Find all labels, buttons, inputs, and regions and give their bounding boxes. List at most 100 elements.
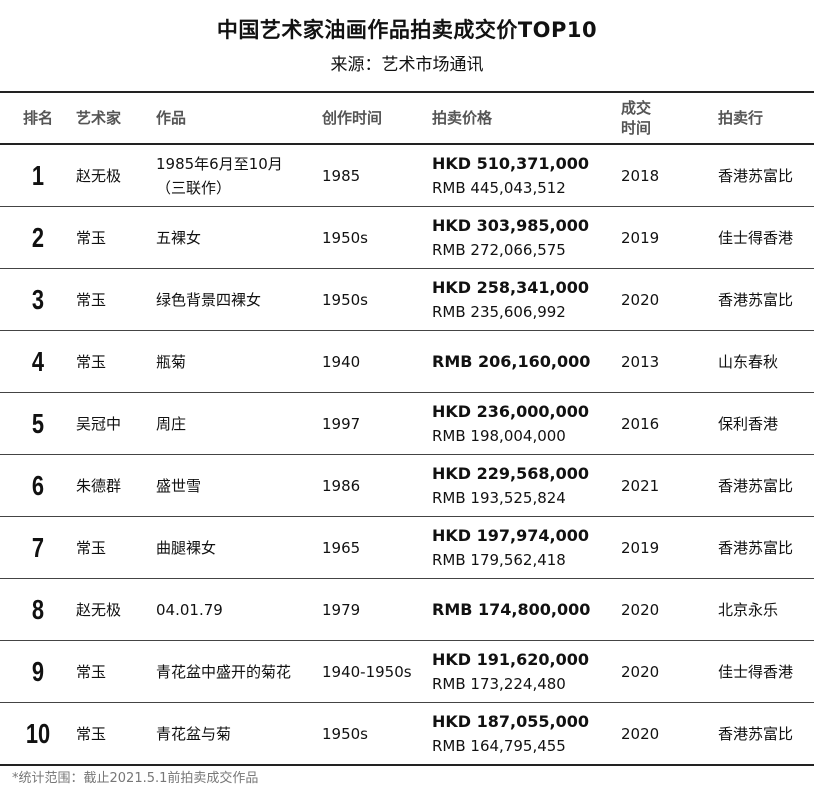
work-cell: 绿色背景四裸女 xyxy=(156,268,322,331)
work-cell: 青花盆与菊 xyxy=(156,702,322,766)
table-row: 10 常玉 青花盆与菊 1950s HKD 187,055,000 RMB 164,795… xyxy=(0,702,814,766)
work-title: 绿色背景四裸女 xyxy=(156,290,262,309)
table-row: 1 赵无极 1985年6月至10月 （三联作） 1985 HKD 510,371,000 R… xyxy=(0,144,814,207)
auction-house-cell: 佳士得香港 xyxy=(718,640,814,703)
artist-cell: 吴冠中 xyxy=(76,392,156,455)
price-rmb: RMB 173,224,480 xyxy=(432,674,566,693)
work-cell: 青花盆中盛开的菊花 xyxy=(156,640,322,703)
created-cell: 1940-1950s xyxy=(322,640,432,703)
table-row: 8 赵无极 04.01.79 1979 RMB 174,800,000 2020 北京永乐 xyxy=(0,578,814,641)
auction-house-cell: 香港苏富比 xyxy=(718,144,814,207)
price-cell: HKD 510,371,000 RMB 445,043,512 xyxy=(432,144,621,207)
price-rmb: RMB 164,795,455 xyxy=(432,736,566,755)
deal-year-cell: 2019 xyxy=(621,516,718,579)
price-cell: HKD 303,985,000 RMB 272,066,575 xyxy=(432,206,621,269)
price-rmb: RMB 445,043,512 xyxy=(432,178,566,197)
work-cell: 五裸女 xyxy=(156,206,322,269)
created-cell: 1979 xyxy=(322,578,432,641)
auction-house-cell: 香港苏富比 xyxy=(718,268,814,331)
rank-number: 1 xyxy=(8,144,68,207)
table-row: 5 吴冠中 周庄 1997 HKD 236,000,000 RMB 198,004,000… xyxy=(0,392,814,455)
chart-title: 中国艺术家油画作品拍卖成交价TOP10 xyxy=(216,18,598,42)
price-cell: HKD 229,568,000 RMB 193,525,824 xyxy=(432,454,621,517)
rank-number: 8 xyxy=(8,578,68,641)
price-main: HKD 187,055,000 xyxy=(432,711,589,731)
artist-cell: 常玉 xyxy=(76,702,156,766)
price-cell: RMB 174,800,000 xyxy=(432,578,621,641)
price-rmb: RMB 235,606,992 xyxy=(432,302,566,321)
rank-number: 4 xyxy=(8,330,68,393)
artist-cell: 常玉 xyxy=(76,640,156,703)
rank-number: 3 xyxy=(8,268,68,331)
price-main: RMB 206,160,000 xyxy=(432,351,591,371)
header-rank: 排名 xyxy=(0,91,76,145)
deal-year-cell: 2020 xyxy=(621,702,718,766)
created-cell: 1950s xyxy=(322,268,432,331)
work-subtitle: （三联作） xyxy=(156,178,232,197)
auction-house-cell: 香港苏富比 xyxy=(718,516,814,579)
rank-number: 10 xyxy=(8,702,68,766)
created-cell: 1985 xyxy=(322,144,432,207)
table-row: 6 朱德群 盛世雪 1986 HKD 229,568,000 RMB 193,525,82… xyxy=(0,454,814,517)
auction-house-cell: 保利香港 xyxy=(718,392,814,455)
price-main: HKD 229,568,000 xyxy=(432,463,589,483)
work-cell: 周庄 xyxy=(156,392,322,455)
work-title: 周庄 xyxy=(156,414,187,433)
artist-cell: 朱德群 xyxy=(76,454,156,517)
footnote: *统计范围：截止2021.5.1前拍卖成交作品 xyxy=(12,771,259,786)
work-title: 青花盆与菊 xyxy=(156,724,232,743)
created-cell: 1950s xyxy=(322,702,432,766)
deal-year-cell: 2016 xyxy=(621,392,718,455)
work-title: 青花盆中盛开的菊花 xyxy=(156,662,292,681)
work-title: 04.01.79 xyxy=(156,600,223,619)
work-cell: 盛世雪 xyxy=(156,454,322,517)
work-title: 瓶菊 xyxy=(156,352,187,371)
price-cell: HKD 236,000,000 RMB 198,004,000 xyxy=(432,392,621,455)
created-cell: 1965 xyxy=(322,516,432,579)
rank-number: 5 xyxy=(8,392,68,455)
header-row: 排名 艺术家 作品 创作时间 拍卖价格 成交 时间 拍卖行 xyxy=(0,91,814,145)
work-title: 1985年6月至10月 xyxy=(156,154,283,173)
header-house: 拍卖行 xyxy=(718,91,814,145)
header-deal-line1: 成交 xyxy=(621,99,652,117)
header-deal-line2: 时间 xyxy=(621,119,652,137)
price-main: HKD 303,985,000 xyxy=(432,215,589,235)
table-row: 2 常玉 五裸女 1950s HKD 303,985,000 RMB 272,066,57… xyxy=(0,206,814,269)
price-cell: HKD 258,341,000 RMB 235,606,992 xyxy=(432,268,621,331)
deal-year-cell: 2018 xyxy=(621,144,718,207)
work-title: 曲腿裸女 xyxy=(156,538,217,557)
table-row: 3 常玉 绿色背景四裸女 1950s HKD 258,341,000 RMB 235,60… xyxy=(0,268,814,331)
price-cell: HKD 197,974,000 RMB 179,562,418 xyxy=(432,516,621,579)
price-cell: HKD 191,620,000 RMB 173,224,480 xyxy=(432,640,621,703)
header-work: 作品 xyxy=(156,91,322,145)
work-title: 五裸女 xyxy=(156,228,202,247)
deal-year-cell: 2021 xyxy=(621,454,718,517)
header-deal-time: 成交 时间 xyxy=(621,91,718,145)
artist-cell: 常玉 xyxy=(76,516,156,579)
price-main: HKD 191,620,000 xyxy=(432,649,589,669)
price-main: HKD 258,341,000 xyxy=(432,277,589,297)
table-row: 9 常玉 青花盆中盛开的菊花 1940-1950s HKD 191,620,000 RMB… xyxy=(0,640,814,703)
work-cell: 曲腿裸女 xyxy=(156,516,322,579)
artist-cell: 赵无极 xyxy=(76,144,156,207)
price-rmb: RMB 272,066,575 xyxy=(432,240,566,259)
price-main: HKD 510,371,000 xyxy=(432,153,589,173)
deal-year-cell: 2020 xyxy=(621,578,718,641)
auction-house-cell: 香港苏富比 xyxy=(718,702,814,766)
work-cell: 瓶菊 xyxy=(156,330,322,393)
table-row: 4 常玉 瓶菊 1940 RMB 206,160,000 2013 山东春秋 xyxy=(0,330,814,393)
auction-house-cell: 北京永乐 xyxy=(718,578,814,641)
artist-cell: 赵无极 xyxy=(76,578,156,641)
created-cell: 1986 xyxy=(322,454,432,517)
rank-number: 9 xyxy=(8,640,68,703)
price-rmb: RMB 193,525,824 xyxy=(432,488,566,507)
price-main: RMB 174,800,000 xyxy=(432,599,591,619)
deal-year-cell: 2020 xyxy=(621,640,718,703)
auction-house-cell: 山东春秋 xyxy=(718,330,814,393)
price-cell: HKD 187,055,000 RMB 164,795,455 xyxy=(432,702,621,766)
work-title: 盛世雪 xyxy=(156,476,202,495)
header-price: 拍卖价格 xyxy=(432,91,621,145)
work-cell: 04.01.79 xyxy=(156,578,322,641)
price-rmb: RMB 179,562,418 xyxy=(432,550,566,569)
ranking-table: 排名 艺术家 作品 创作时间 拍卖价格 成交 时间 拍卖行 1 赵无极 1985年6… xyxy=(0,91,814,766)
